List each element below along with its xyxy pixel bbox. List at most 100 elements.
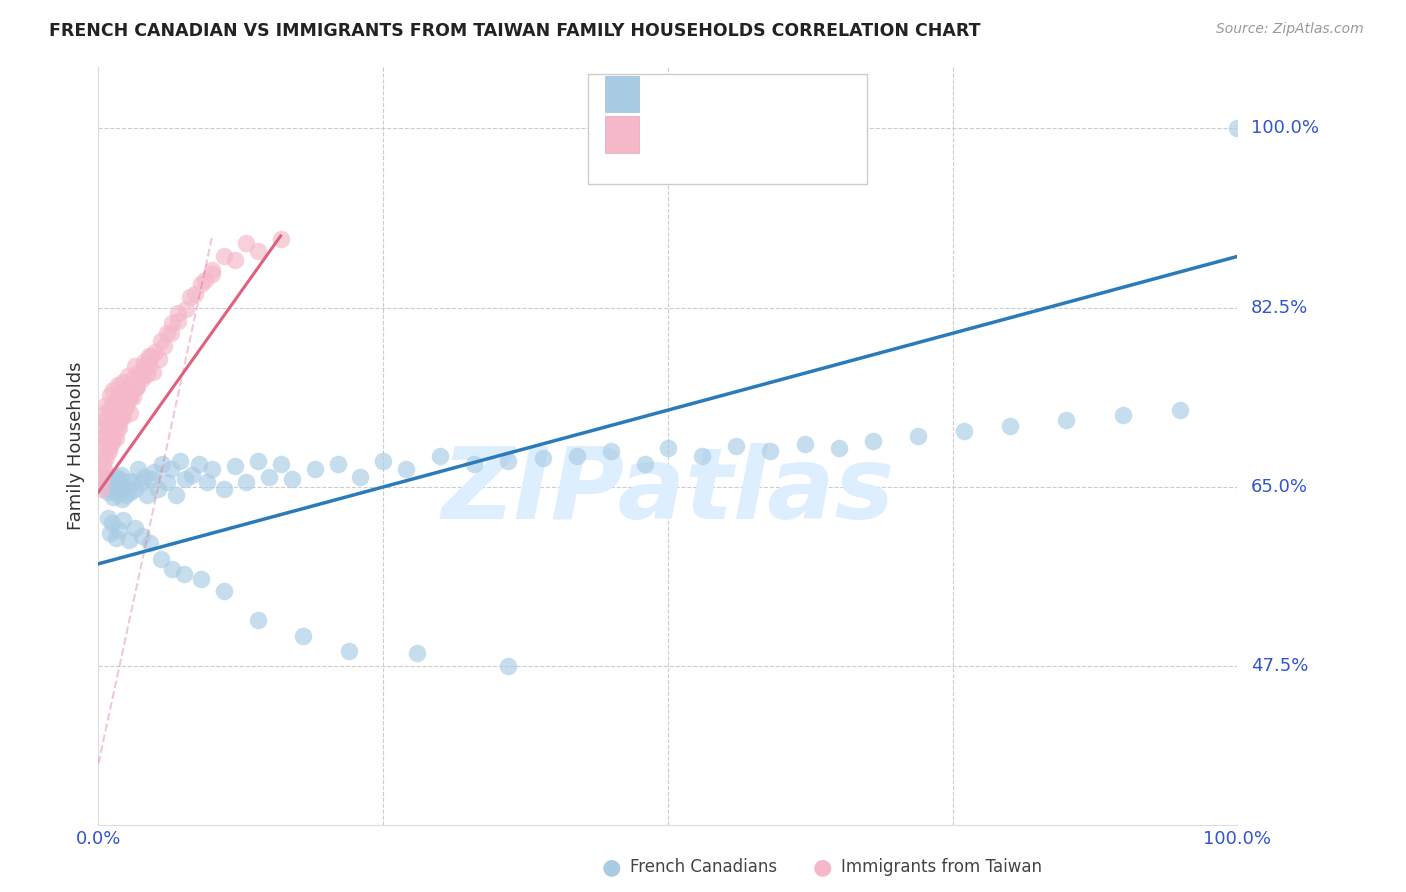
Point [212,250,235,264]
Point [111,492,134,507]
Point [112,513,135,527]
Point [828,441,851,455]
Point [281,472,304,486]
Point [97,469,120,483]
Point [93,475,115,489]
Point [131,369,153,384]
Text: FRENCH CANADIAN VS IMMIGRANTS FROM TAIWAN FAMILY HOUSEHOLDS CORRELATION CHART: FRENCH CANADIAN VS IMMIGRANTS FROM TAIWA… [49,22,981,40]
Point [167,314,190,328]
Point [634,458,657,472]
Point [1170,403,1192,417]
Point [150,551,173,566]
Point [120,390,142,404]
Point [190,277,212,292]
Point [121,390,143,404]
Point [107,487,129,501]
Point [167,306,190,320]
Point [105,392,128,407]
Point [90,439,112,453]
Point [174,472,197,486]
Point [143,465,166,479]
Point [108,523,131,537]
Point [112,480,135,494]
Point [174,301,197,316]
Point [107,377,129,392]
Point [304,461,326,475]
Point [101,478,124,492]
Point [98,482,121,496]
Point [429,449,451,463]
Bar [605,76,640,112]
Point [96,451,118,466]
Point [97,444,120,458]
Point [110,390,132,404]
Point [246,244,269,259]
Point [114,400,136,414]
Point [406,646,429,660]
Point [292,628,315,642]
Point [132,355,155,369]
Text: Immigrants from Taiwan: Immigrants from Taiwan [841,858,1042,876]
Point [463,458,485,472]
Point [150,458,173,472]
Point [100,410,122,425]
Point [132,469,155,483]
Point [201,262,224,277]
Point [98,388,121,402]
Text: 82.5%: 82.5% [1251,299,1309,317]
Point [103,406,125,420]
Point [998,418,1021,433]
Point [125,379,148,393]
Point [953,424,976,438]
Point [179,290,201,304]
Point [100,437,122,451]
Point [690,449,713,463]
Point [160,461,183,475]
Point [195,475,218,489]
Point [326,458,349,472]
Point [153,338,176,352]
Text: R = 0.557   N = 94: R = 0.557 N = 94 [652,125,853,144]
Point [94,437,117,451]
Point [101,434,124,448]
Point [146,482,169,496]
Point [103,403,125,417]
Point [124,521,146,535]
Point [90,482,112,496]
Point [156,326,179,341]
Point [110,467,132,482]
Point [173,567,195,582]
Point [96,398,118,412]
Point [98,526,121,541]
Point [150,334,173,349]
Point [136,368,159,382]
Point [162,316,184,330]
Point [235,475,257,489]
Point [128,369,150,384]
Point [498,659,520,673]
Point [108,409,131,423]
Point [531,451,554,466]
Point [201,267,224,281]
FancyBboxPatch shape [588,75,868,185]
Point [107,418,129,433]
Point [101,516,124,530]
Point [162,562,184,576]
Point [138,359,160,373]
Point [169,454,191,468]
Point [337,644,360,658]
Point [105,417,128,431]
Point [657,441,679,455]
Text: 100.0%: 100.0% [1251,120,1319,137]
Point [112,410,135,425]
Point [120,406,142,420]
Point [98,424,121,438]
Point [259,469,281,483]
Point [124,482,146,496]
Point [117,369,139,384]
Point [194,273,217,287]
Point [108,400,131,414]
Point [136,488,159,502]
Point [224,252,246,267]
Point [103,429,125,443]
